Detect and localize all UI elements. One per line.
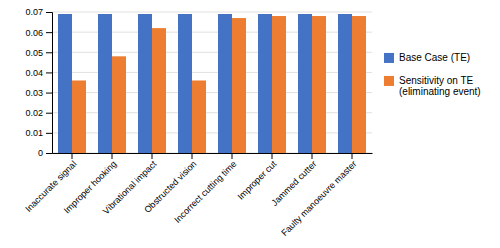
bar xyxy=(312,16,326,153)
x-tick-mark xyxy=(152,153,153,159)
bar xyxy=(178,14,192,153)
bar xyxy=(338,14,352,153)
x-axis: Inaccurate signalImproper hookingVibrati… xyxy=(23,153,372,238)
bar xyxy=(98,14,112,153)
bar-series xyxy=(72,16,366,153)
x-tick-mark xyxy=(232,153,233,159)
bar-series xyxy=(58,14,352,153)
x-tick: Incorrect cutting time xyxy=(172,153,238,225)
x-tick-mark xyxy=(272,153,273,159)
plot: 0 0.01 0.02 0.03 0.04 0.05 0.06 0.07 Inaccurate … xyxy=(23,7,372,238)
legend-label: Sensitivity on TE(eliminating event) xyxy=(399,75,481,97)
y-tick-mark xyxy=(46,52,52,53)
x-tick-label: Faulty manoeuvre master xyxy=(279,159,358,238)
x-tick: Faulty manoeuvre master xyxy=(279,153,358,238)
y-tick-label: 0.05 xyxy=(25,48,43,58)
y-tick: 0.07 xyxy=(25,7,52,17)
y-tick-label: 0 xyxy=(38,148,43,158)
bar xyxy=(112,56,126,153)
bar xyxy=(352,16,366,153)
y-tick: 0.04 xyxy=(25,68,52,78)
bars xyxy=(58,14,366,153)
legend-label: Base Case (TE) xyxy=(399,52,470,63)
x-tick-mark xyxy=(192,153,193,159)
bar xyxy=(152,28,166,153)
y-tick-mark xyxy=(46,72,52,73)
legend-swatch xyxy=(384,53,394,63)
y-tick-label: 0.04 xyxy=(25,68,43,78)
y-tick-mark xyxy=(46,153,52,154)
bar xyxy=(138,14,152,153)
x-tick-mark xyxy=(352,153,353,159)
y-axis-line xyxy=(46,13,53,154)
legend-swatch xyxy=(384,76,394,86)
y-tick-mark xyxy=(46,12,52,13)
y-tick-label: 0.02 xyxy=(25,108,43,118)
y-axis: 0 0.01 0.02 0.03 0.04 0.05 0.06 0.07 xyxy=(25,7,52,158)
bar xyxy=(58,14,72,153)
y-tick: 0.01 xyxy=(25,128,52,138)
y-tick-mark xyxy=(46,133,52,134)
y-tick-label: 0.03 xyxy=(25,88,43,98)
y-tick-mark xyxy=(46,32,52,33)
y-tick-label: 0.06 xyxy=(25,28,43,38)
grid-line xyxy=(52,12,372,13)
bar xyxy=(298,14,312,153)
bar xyxy=(192,80,206,153)
y-tick: 0.05 xyxy=(25,48,52,58)
x-tick-label: Improper cut xyxy=(236,158,279,201)
legend: Base Case (TE) Sensitivity on TE(eliminat… xyxy=(384,52,481,97)
grid xyxy=(52,12,372,153)
bar xyxy=(72,80,86,153)
y-tick: 0.02 xyxy=(25,108,52,118)
bar xyxy=(258,14,272,153)
x-axis-line xyxy=(53,153,373,154)
x-tick-label: Incorrect cutting time xyxy=(172,159,238,225)
legend-item: Sensitivity on TE(eliminating event) xyxy=(384,75,481,97)
chart: 0 0.01 0.02 0.03 0.04 0.05 0.06 0.07 Inaccurate … xyxy=(0,0,500,248)
y-tick: 0.06 xyxy=(25,28,52,38)
x-tick-mark xyxy=(312,153,313,159)
y-tick-label: 0.01 xyxy=(25,128,43,138)
y-tick: 0.03 xyxy=(25,88,52,98)
bar xyxy=(218,14,232,153)
x-tick-mark xyxy=(112,153,113,159)
bar xyxy=(232,18,246,153)
y-tick-label: 0.07 xyxy=(25,7,43,17)
legend-item: Base Case (TE) xyxy=(384,52,470,63)
y-tick: 0 xyxy=(38,148,52,158)
bar xyxy=(272,16,286,153)
y-tick-mark xyxy=(46,93,52,94)
y-tick-mark xyxy=(46,113,52,114)
x-tick-mark xyxy=(72,153,73,159)
x-tick: Improper cut xyxy=(236,153,279,202)
